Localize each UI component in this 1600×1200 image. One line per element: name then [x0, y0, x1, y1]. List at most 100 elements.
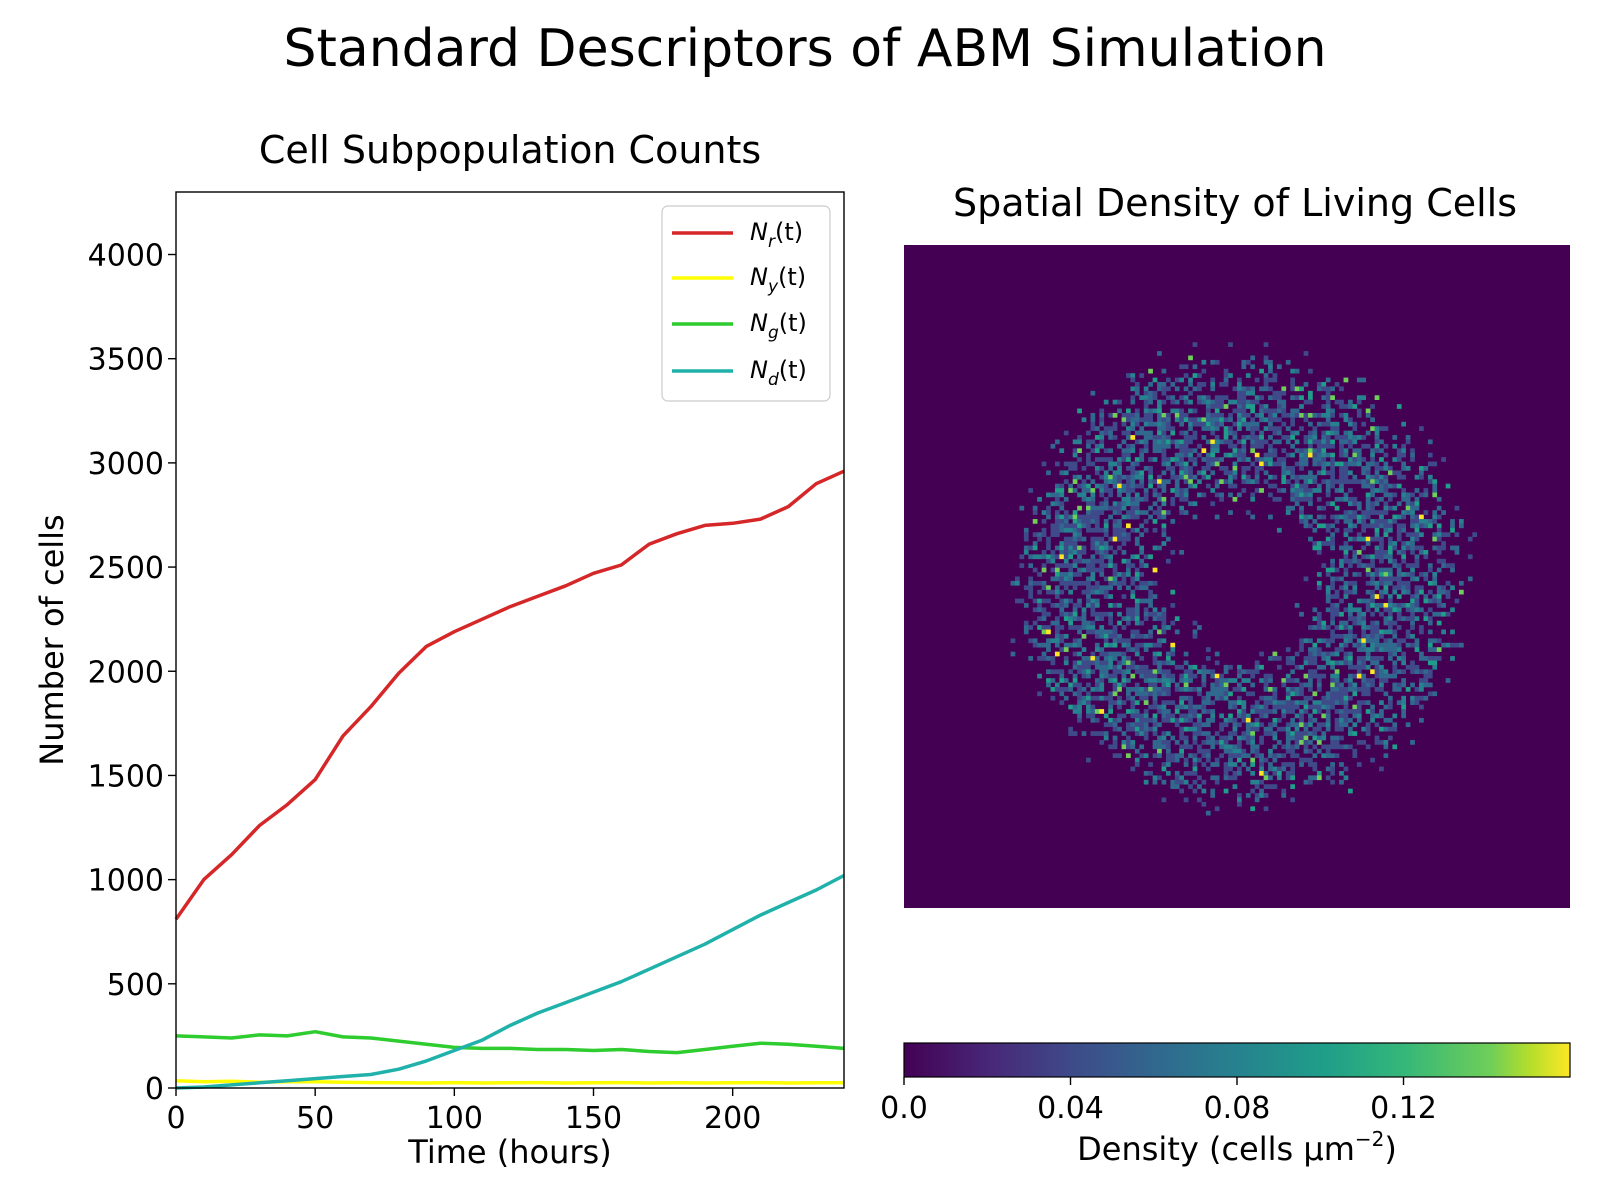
heatmap-cell [1165, 753, 1171, 759]
heatmap-cell [1161, 448, 1167, 454]
heatmap-cell [1077, 492, 1082, 498]
heatmap-cell [1414, 488, 1420, 493]
heatmap-cell [1139, 620, 1145, 626]
heatmap-cell [1197, 691, 1202, 697]
heatmap-cell [1263, 700, 1269, 705]
heatmap-cell [1374, 594, 1380, 599]
heatmap-cell [1139, 549, 1145, 555]
heatmap-cell [1276, 399, 1282, 405]
heatmap-cell [1281, 390, 1287, 396]
heatmap-cell [1183, 717, 1189, 723]
heatmap-cell [1046, 611, 1051, 617]
heatmap-cell [1365, 408, 1371, 414]
heatmap-cell [1312, 673, 1318, 679]
heatmap-cell [1325, 589, 1331, 595]
heatmap-cell [1263, 426, 1269, 431]
heatmap-cell [1419, 545, 1424, 551]
heatmap-cell [1237, 695, 1242, 701]
heatmap-cell [1312, 656, 1318, 661]
heatmap-cell [1365, 461, 1371, 467]
heatmap-cell [1086, 527, 1091, 533]
heatmap-cell [1112, 510, 1118, 515]
heatmap-cell [1192, 408, 1198, 414]
heatmap-cell [1214, 691, 1220, 697]
heatmap-cell [1334, 695, 1340, 701]
heatmap-cell [1134, 664, 1140, 670]
heatmap-cell [1414, 585, 1420, 591]
heatmap-cell [1290, 412, 1296, 418]
heatmap-cell [1165, 731, 1171, 736]
heatmap-cell [1037, 598, 1042, 604]
heatmap-cell [1379, 549, 1384, 555]
heatmap-cell [1272, 377, 1278, 383]
heatmap-cell [1023, 585, 1029, 591]
heatmap-cell [1325, 572, 1331, 577]
heatmap-cell [1139, 496, 1145, 502]
heatmap-cell [1139, 474, 1145, 480]
heatmap-cell [1414, 598, 1420, 604]
heatmap-cell [1183, 673, 1189, 679]
heatmap-cell [1179, 466, 1185, 471]
heatmap-cell [1423, 695, 1429, 701]
heatmap-cell [1059, 691, 1065, 697]
heatmap-cell [1281, 744, 1287, 750]
heatmap-cell [1117, 408, 1122, 414]
heatmap-cell [1383, 576, 1389, 582]
heatmap-cell [1161, 678, 1167, 683]
heatmap-cell [1126, 656, 1131, 661]
heatmap-cell [1410, 514, 1415, 520]
heatmap-cell [1370, 483, 1375, 489]
heatmap-cell [1237, 377, 1242, 383]
heatmap-cell [1290, 709, 1296, 714]
heatmap-cell [1094, 678, 1100, 683]
heatmap-cell [1370, 598, 1375, 604]
heatmap-cell [1290, 435, 1296, 440]
heatmap-cell [1046, 585, 1051, 591]
heatmap-cell [1183, 682, 1189, 688]
heatmap-cell [1365, 567, 1371, 573]
heatmap-cell [1370, 461, 1375, 467]
heatmap-cell [1405, 642, 1411, 648]
heatmap-cell [1165, 651, 1171, 657]
heatmap-cell [1441, 589, 1446, 595]
heatmap-cell [1352, 589, 1358, 595]
heatmap-cell [1068, 669, 1074, 675]
heatmap-cell [1299, 488, 1304, 493]
heatmap-cell [1436, 505, 1442, 511]
heatmap-cell [1179, 488, 1185, 493]
heatmap-cell [1121, 594, 1127, 599]
heatmap-cell [1134, 408, 1140, 414]
heatmap-cell [1103, 594, 1109, 599]
heatmap-cell [1361, 377, 1367, 383]
heatmap-cell [1294, 430, 1300, 436]
heatmap-cell [1268, 784, 1273, 789]
heatmap-cell [1148, 417, 1153, 423]
heatmap-cell [1396, 580, 1402, 586]
heatmap-cell [1223, 373, 1229, 378]
heatmap-cell [1112, 567, 1118, 573]
heatmap-cell [1334, 426, 1340, 431]
heatmap-cell [1334, 488, 1340, 493]
heatmap-cell [1343, 713, 1349, 719]
heatmap-cell [1392, 722, 1398, 728]
heatmap-cell [1387, 466, 1393, 471]
heatmap-cell [1374, 673, 1380, 679]
heatmap-cell [1094, 558, 1100, 564]
heatmap-cell [1054, 625, 1060, 630]
heatmap-cell [1210, 713, 1216, 719]
heatmap-cell [1361, 687, 1367, 692]
heatmap-cell [1170, 399, 1176, 405]
heatmap-cell [1037, 691, 1042, 697]
heatmap-cell [1192, 633, 1198, 639]
heatmap-cell [1090, 496, 1096, 502]
heatmap-cell [1334, 691, 1340, 697]
heatmap-cell [1103, 448, 1109, 454]
heatmap-cell [1086, 682, 1091, 688]
heatmap-cell [1143, 563, 1149, 568]
heatmap-cell [1126, 691, 1131, 697]
heatmap-cell [1112, 505, 1118, 511]
heatmap-cell [1041, 563, 1047, 568]
heatmap-cell [1450, 523, 1455, 529]
heatmap-cell [1419, 474, 1424, 480]
heatmap-cell [1232, 496, 1238, 502]
